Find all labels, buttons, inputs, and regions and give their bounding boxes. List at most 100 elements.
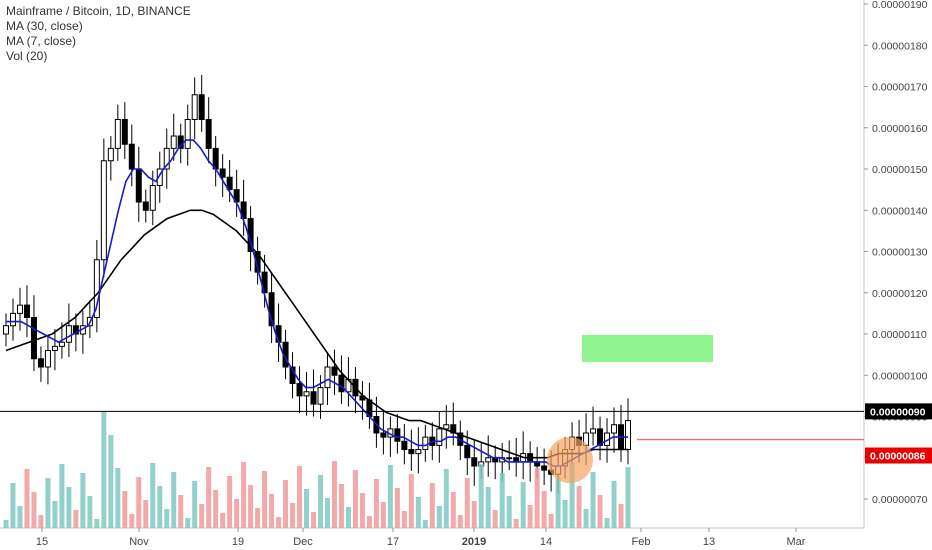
volume-bar (150, 463, 156, 528)
volume-bar (513, 519, 519, 528)
candle-body (184, 119, 191, 149)
volume-bar (457, 515, 463, 528)
candle-body (394, 428, 401, 442)
volume-bar (366, 516, 372, 528)
chart-title: Mainframe / Bitcoin, 1D, BINANCE (6, 4, 191, 18)
volume-bar (24, 469, 30, 528)
volume-bar (373, 479, 379, 528)
volume-bar (206, 467, 212, 528)
volume-bar (31, 492, 37, 528)
candle-body (72, 325, 79, 335)
volume-bar (576, 486, 582, 528)
candle-body (135, 168, 142, 203)
volume-bar (506, 496, 512, 528)
volume-bar (345, 507, 351, 528)
volume-bar (122, 491, 128, 528)
volume-bar (297, 466, 303, 528)
x-tick-label: 19 (232, 536, 244, 548)
candle-body (107, 147, 114, 162)
x-tick-label: 13 (703, 536, 715, 548)
volume-bar (115, 468, 121, 528)
y-tick-label: 0.00000100 (872, 370, 928, 382)
volume-bar (129, 514, 135, 528)
volume-bar (73, 510, 79, 528)
volume-bar (283, 480, 289, 528)
red-price-label-bg (865, 447, 932, 464)
y-tick-label: 0.00000190 (872, 0, 928, 11)
volume-bar (625, 467, 631, 528)
candle-body (317, 387, 324, 405)
candle-body (401, 440, 408, 450)
volume-bar (38, 515, 44, 528)
volume-bar (178, 495, 184, 528)
volume-bar (227, 476, 233, 528)
volume-bar (324, 498, 330, 528)
volume-bar (108, 435, 114, 528)
candle-body (324, 366, 331, 389)
x-tick-label: 15 (36, 536, 48, 548)
candle-body (380, 432, 387, 438)
volume-bar (164, 509, 170, 528)
volume-bar (304, 489, 310, 528)
volume-bar (555, 477, 561, 528)
volume-bar (485, 487, 491, 528)
x-tick-label: Feb (632, 536, 651, 548)
y-tick-label: 0.00000150 (872, 164, 928, 176)
candle-body (611, 424, 618, 434)
volume-bar (87, 496, 93, 528)
candle-body (541, 465, 548, 471)
legend-ma30: MA (30, close) (6, 19, 83, 33)
candle-body (114, 119, 121, 149)
candle-body (205, 119, 212, 149)
volume-bar (157, 486, 163, 528)
x-tick-label: 17 (387, 536, 399, 548)
volume-bar (248, 485, 254, 528)
candle-body (65, 325, 72, 343)
candle-body (408, 449, 415, 455)
volume-bar (604, 518, 610, 528)
candle-body (506, 457, 513, 460)
volume-bar (492, 510, 498, 528)
volume-bar (101, 412, 107, 528)
volume-bar (143, 500, 149, 528)
volume-bar (548, 514, 554, 528)
volume-bar (276, 517, 282, 528)
volume-bar (220, 513, 226, 528)
volume-bar (262, 471, 268, 528)
y-tick-label: 0.00000180 (872, 40, 928, 52)
volume-bar (387, 465, 393, 528)
volume-bar (527, 505, 533, 528)
candle-body (422, 436, 429, 450)
candle-body (44, 350, 51, 368)
volume-bar (331, 461, 337, 528)
candle-body (443, 424, 450, 430)
x-tick-label: Dec (293, 536, 313, 548)
candle-body (471, 457, 478, 467)
volume-bar (618, 504, 624, 528)
volume-bar (269, 494, 275, 528)
volume-bar (401, 511, 407, 528)
volume-bar (450, 492, 456, 528)
legend-vol: Vol (20) (6, 49, 48, 63)
volume-bar (359, 493, 365, 528)
volume-bar (394, 488, 400, 528)
volume-bar (541, 491, 547, 528)
volume-bar (80, 473, 86, 528)
candle-body (9, 312, 16, 327)
x-tick-label: 14 (540, 536, 552, 548)
candle-body (226, 176, 233, 191)
y-tick-label: 0.00000110 (872, 329, 927, 341)
x-tick-label: Nov (129, 536, 149, 548)
volume-bar (59, 464, 65, 528)
candle-body (219, 168, 226, 178)
volume-bar (478, 464, 484, 528)
volume-bar (234, 499, 240, 528)
volume-bar (192, 481, 198, 528)
candle-body (58, 341, 65, 347)
volume-bar (185, 518, 191, 528)
candle-body (464, 444, 471, 459)
volume-bar (422, 520, 428, 528)
volume-bar (429, 483, 435, 528)
y-tick-label: 0.00000130 (872, 247, 928, 259)
